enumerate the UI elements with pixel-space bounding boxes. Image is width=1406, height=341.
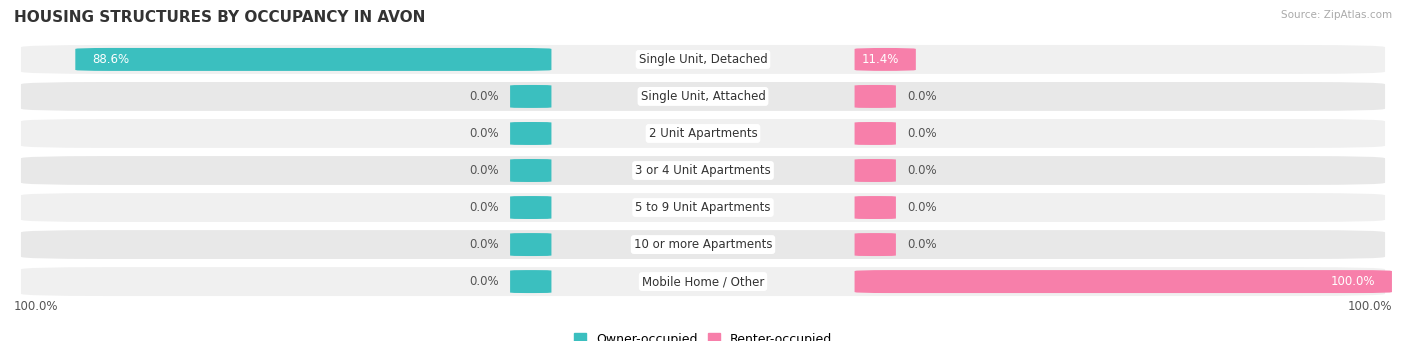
Text: 10 or more Apartments: 10 or more Apartments bbox=[634, 238, 772, 251]
FancyBboxPatch shape bbox=[510, 122, 551, 145]
Text: HOUSING STRUCTURES BY OCCUPANCY IN AVON: HOUSING STRUCTURES BY OCCUPANCY IN AVON bbox=[14, 10, 426, 25]
FancyBboxPatch shape bbox=[855, 233, 896, 256]
Text: 2 Unit Apartments: 2 Unit Apartments bbox=[648, 127, 758, 140]
FancyBboxPatch shape bbox=[855, 270, 1392, 293]
FancyBboxPatch shape bbox=[855, 85, 896, 108]
FancyBboxPatch shape bbox=[510, 85, 551, 108]
FancyBboxPatch shape bbox=[510, 233, 551, 256]
Text: 11.4%: 11.4% bbox=[862, 53, 900, 66]
Text: 100.0%: 100.0% bbox=[1347, 300, 1392, 313]
Text: 0.0%: 0.0% bbox=[470, 238, 499, 251]
Text: Source: ZipAtlas.com: Source: ZipAtlas.com bbox=[1281, 10, 1392, 20]
Text: 0.0%: 0.0% bbox=[907, 238, 936, 251]
Legend: Owner-occupied, Renter-occupied: Owner-occupied, Renter-occupied bbox=[568, 328, 838, 341]
Text: 0.0%: 0.0% bbox=[470, 201, 499, 214]
FancyBboxPatch shape bbox=[21, 82, 1385, 111]
FancyBboxPatch shape bbox=[855, 122, 896, 145]
FancyBboxPatch shape bbox=[21, 45, 1385, 74]
FancyBboxPatch shape bbox=[76, 48, 551, 71]
Text: Single Unit, Attached: Single Unit, Attached bbox=[641, 90, 765, 103]
Text: 0.0%: 0.0% bbox=[907, 127, 936, 140]
FancyBboxPatch shape bbox=[510, 270, 551, 293]
Text: 100.0%: 100.0% bbox=[1331, 275, 1375, 288]
Text: 0.0%: 0.0% bbox=[470, 127, 499, 140]
Text: 0.0%: 0.0% bbox=[470, 275, 499, 288]
FancyBboxPatch shape bbox=[855, 48, 915, 71]
Text: 88.6%: 88.6% bbox=[91, 53, 129, 66]
Text: 100.0%: 100.0% bbox=[14, 300, 59, 313]
FancyBboxPatch shape bbox=[21, 193, 1385, 222]
Text: 0.0%: 0.0% bbox=[470, 164, 499, 177]
Text: 5 to 9 Unit Apartments: 5 to 9 Unit Apartments bbox=[636, 201, 770, 214]
Text: 3 or 4 Unit Apartments: 3 or 4 Unit Apartments bbox=[636, 164, 770, 177]
FancyBboxPatch shape bbox=[21, 267, 1385, 296]
FancyBboxPatch shape bbox=[510, 159, 551, 182]
Text: 0.0%: 0.0% bbox=[907, 164, 936, 177]
FancyBboxPatch shape bbox=[510, 196, 551, 219]
Text: 0.0%: 0.0% bbox=[907, 201, 936, 214]
Text: 0.0%: 0.0% bbox=[907, 90, 936, 103]
FancyBboxPatch shape bbox=[855, 159, 896, 182]
FancyBboxPatch shape bbox=[21, 230, 1385, 259]
Text: Mobile Home / Other: Mobile Home / Other bbox=[641, 275, 765, 288]
Text: Single Unit, Detached: Single Unit, Detached bbox=[638, 53, 768, 66]
Text: 0.0%: 0.0% bbox=[470, 90, 499, 103]
FancyBboxPatch shape bbox=[21, 156, 1385, 185]
FancyBboxPatch shape bbox=[21, 119, 1385, 148]
FancyBboxPatch shape bbox=[855, 196, 896, 219]
